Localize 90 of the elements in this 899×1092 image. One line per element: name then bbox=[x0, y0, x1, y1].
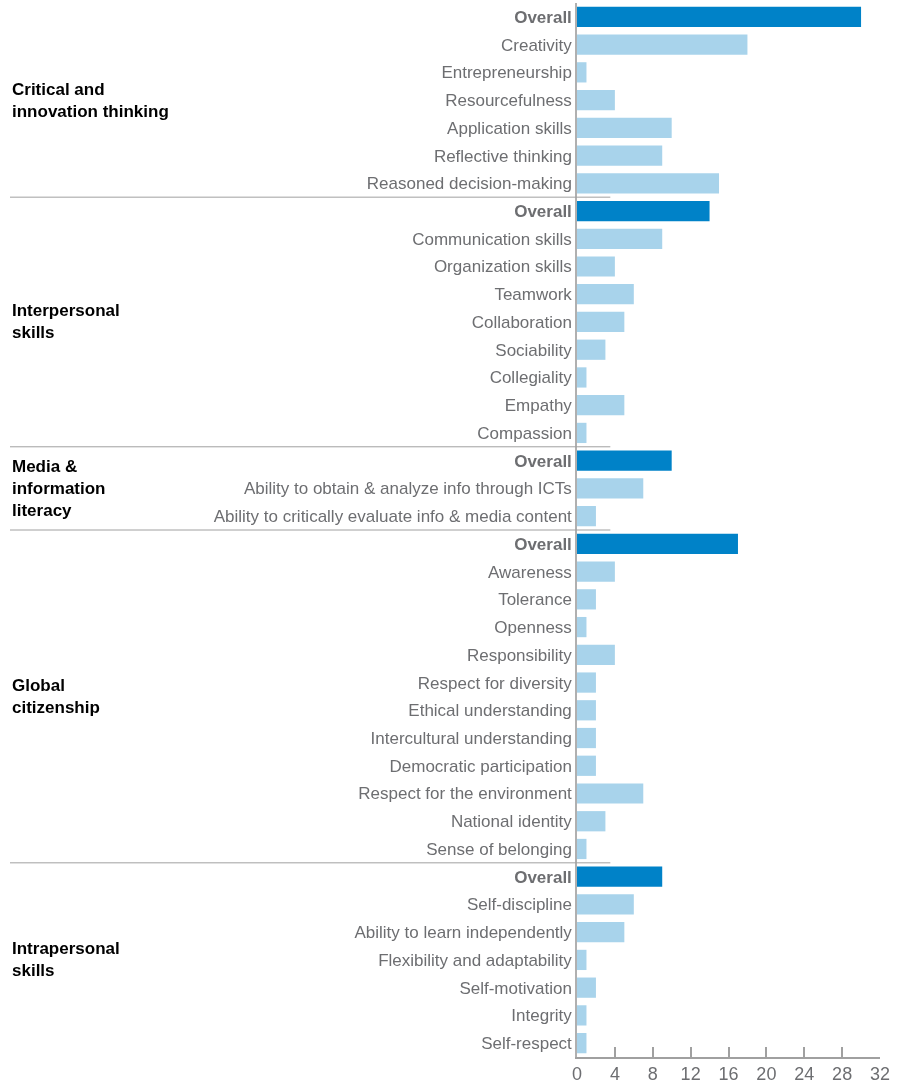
bar bbox=[577, 228, 663, 249]
y-tick-label: Self-discipline bbox=[466, 895, 572, 915]
y-tick-label: Self-motivation bbox=[459, 978, 572, 998]
y-tick-label: Teamwork bbox=[494, 285, 573, 305]
x-tick-label: 8 bbox=[647, 1064, 658, 1085]
bar bbox=[577, 727, 596, 749]
bar bbox=[577, 838, 587, 860]
x-tick-label: 16 bbox=[718, 1064, 739, 1085]
y-tick-label: Overall bbox=[514, 867, 572, 887]
y-tick-label: Reasoned decision-making bbox=[366, 174, 572, 194]
bar bbox=[577, 284, 634, 305]
y-tick-label: Ability to learn independently bbox=[354, 923, 573, 943]
bar bbox=[577, 450, 672, 471]
y-tick-label: Resourcefulness bbox=[445, 91, 572, 111]
bar bbox=[577, 755, 596, 776]
text: Critical and innovation thinking bbox=[12, 80, 169, 122]
bar bbox=[577, 311, 625, 333]
bar bbox=[577, 506, 596, 527]
x-tick-label: 0 bbox=[571, 1064, 583, 1085]
bar bbox=[577, 922, 625, 943]
y-tick-label: Openness bbox=[494, 618, 572, 638]
x-tick-label: 4 bbox=[609, 1064, 620, 1085]
y-tick-label: Flexibility and adaptability bbox=[378, 950, 573, 970]
text: Interpersonal skills bbox=[12, 301, 120, 343]
y-tick-label: Empathy bbox=[504, 396, 573, 416]
y-tick-label: Entrepreneurship bbox=[441, 63, 572, 83]
y-tick-label: Overall bbox=[514, 451, 572, 471]
y-tick-label: Compassion bbox=[477, 423, 572, 443]
bar bbox=[577, 89, 615, 111]
bar bbox=[577, 34, 748, 55]
y-tick-label: Ethical understanding bbox=[408, 701, 572, 721]
y-tick-label: Overall bbox=[514, 7, 572, 27]
bar bbox=[577, 256, 615, 277]
bar bbox=[577, 367, 587, 388]
bar bbox=[577, 700, 596, 721]
bar bbox=[577, 395, 625, 416]
bar bbox=[577, 616, 587, 638]
bar bbox=[577, 783, 644, 804]
y-tick-label: National identity bbox=[450, 812, 573, 832]
y-tick-label: Self-respect bbox=[481, 1034, 573, 1054]
x-tick-label: 12 bbox=[680, 1064, 701, 1085]
y-tick-label: Ability to obtain & analyze info through ICTs bbox=[243, 479, 572, 499]
y-tick-label: Application skills bbox=[447, 118, 572, 138]
bar bbox=[577, 866, 663, 887]
bar bbox=[577, 145, 663, 166]
x-tick-label: 28 bbox=[832, 1064, 853, 1085]
y-tick-label: Democratic participation bbox=[389, 756, 572, 776]
bar bbox=[577, 1005, 587, 1026]
bar bbox=[577, 949, 587, 971]
bar bbox=[577, 6, 862, 27]
x-tick-label: 24 bbox=[794, 1064, 815, 1085]
x-tick-label: 32 bbox=[869, 1064, 891, 1085]
y-tick-label: Sense of belonging bbox=[426, 839, 572, 859]
bar bbox=[577, 672, 596, 693]
y-tick-label: Respect for diversity bbox=[417, 673, 573, 693]
y-tick-label: Tolerance bbox=[498, 590, 572, 610]
bar bbox=[577, 62, 587, 83]
bar bbox=[577, 533, 738, 554]
y-tick-label: Collaboration bbox=[471, 312, 572, 332]
bar bbox=[577, 339, 606, 360]
y-tick-label: Awareness bbox=[488, 562, 572, 582]
text: Intrapersonal skills bbox=[12, 939, 120, 981]
bar bbox=[577, 200, 710, 222]
x-tick-label: 20 bbox=[756, 1064, 777, 1085]
y-tick-label: Integrity bbox=[511, 1006, 573, 1026]
y-tick-label: Reflective thinking bbox=[433, 146, 572, 166]
y-tick-label: Sociability bbox=[495, 340, 573, 360]
bar bbox=[577, 478, 644, 499]
bar bbox=[577, 644, 615, 665]
bar bbox=[577, 811, 606, 832]
y-tick-label: Responsibility bbox=[466, 645, 573, 665]
y-tick-label: Overall bbox=[514, 201, 572, 221]
y-tick-label: Respect for the environment bbox=[358, 784, 573, 804]
y-tick-label: Creativity bbox=[500, 35, 573, 55]
y-tick-label: Communication skills bbox=[412, 229, 572, 249]
y-tick-label: Ability to critically evaluate info & media content bbox=[213, 507, 573, 527]
text: Global citizenship bbox=[12, 676, 100, 718]
bar bbox=[577, 561, 615, 582]
bar bbox=[577, 589, 596, 610]
bar bbox=[577, 117, 672, 138]
bar bbox=[577, 977, 596, 998]
y-tick-label: Collegiality bbox=[489, 368, 573, 388]
bar bbox=[577, 422, 587, 444]
bar bbox=[577, 1033, 587, 1054]
bar bbox=[577, 173, 720, 194]
y-tick-label: Intercultural understanding bbox=[370, 728, 572, 748]
y-tick-label: Organization skills bbox=[433, 257, 572, 277]
bar bbox=[577, 894, 634, 915]
text: Media & information literacy bbox=[12, 457, 106, 521]
y-tick-label: Overall bbox=[514, 534, 572, 554]
